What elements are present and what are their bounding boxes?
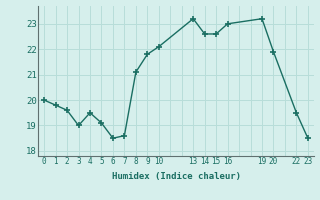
X-axis label: Humidex (Indice chaleur): Humidex (Indice chaleur) xyxy=(111,172,241,181)
